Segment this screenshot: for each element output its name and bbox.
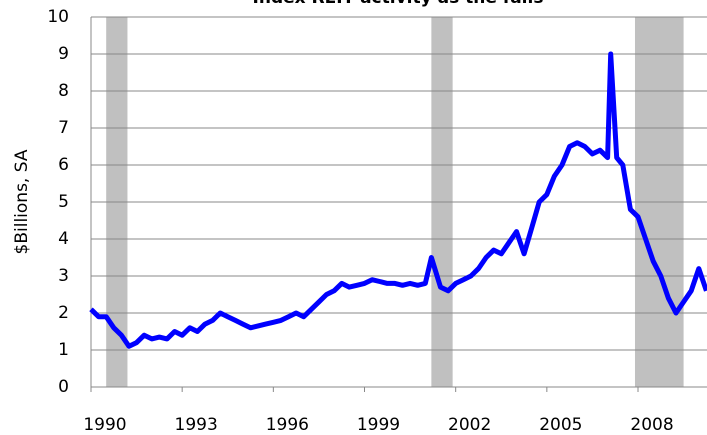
data-line [89, 51, 707, 349]
y-axis-label: $Billions, SA [12, 149, 32, 254]
y-tick-label: 9 [58, 44, 69, 64]
x-tick-label: 1990 [83, 415, 126, 435]
y-tick-label: 4 [58, 229, 69, 249]
y-tick-label: 1 [58, 340, 69, 360]
y-tick-label: 5 [58, 192, 69, 212]
x-tick-label: 2002 [448, 415, 491, 435]
y-tick-label: 3 [58, 266, 69, 286]
y-tick-label: 0 [58, 377, 69, 397]
x-tick-label: 1993 [175, 415, 218, 435]
y-tick-label: 6 [58, 155, 69, 175]
x-tick-label: 1996 [266, 415, 309, 435]
y-tick-label: 10 [47, 7, 69, 27]
chart-title: Index REIT activity as the falls [253, 0, 544, 8]
y-tick-label: 2 [58, 303, 69, 323]
y-tick-label: 8 [58, 81, 69, 101]
y-tick-label: 7 [58, 118, 69, 138]
x-tick-label: 2005 [539, 415, 582, 435]
x-tick-label: 2008 [630, 415, 673, 435]
x-tick-label: 1999 [357, 415, 400, 435]
